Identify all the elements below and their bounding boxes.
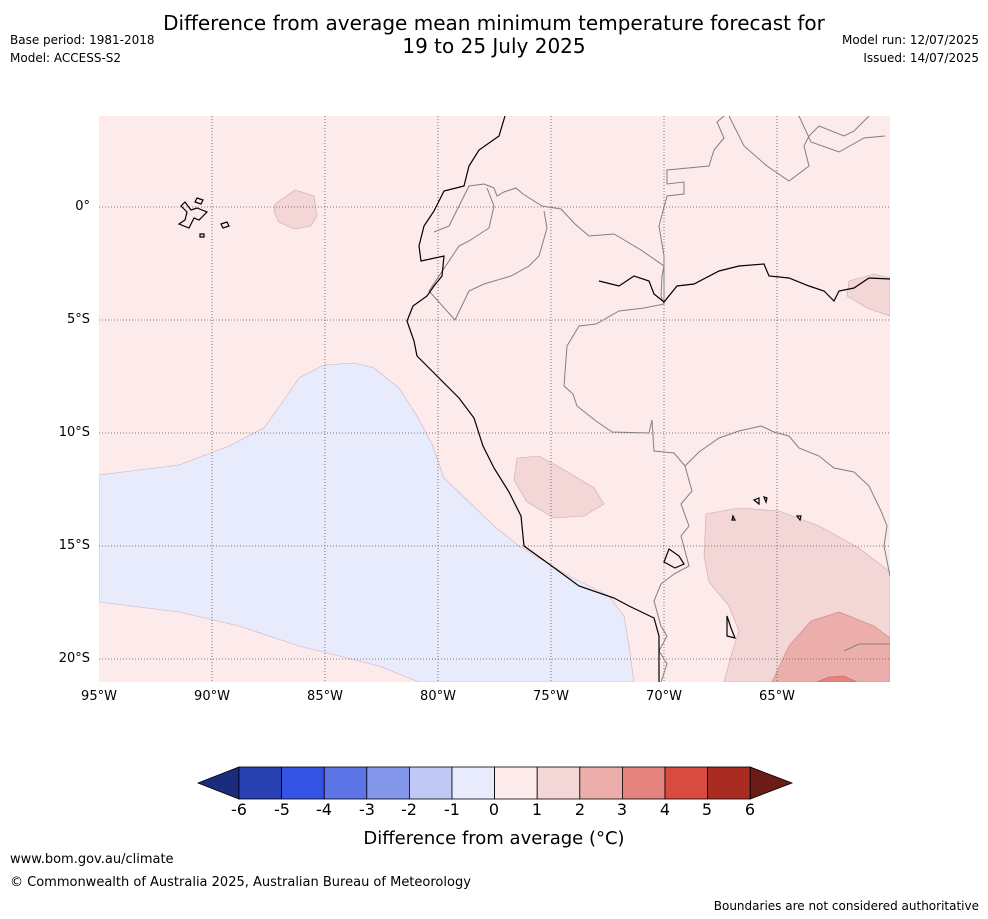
lon-tick-label: 85°W xyxy=(307,689,343,704)
model-name: Model: ACCESS-S2 xyxy=(10,51,122,65)
anomaly-field-1-2-andes xyxy=(513,455,605,519)
colorbar-swatch xyxy=(536,766,581,800)
anomaly-field-3-4 xyxy=(816,675,858,682)
title-line-1: Difference from average mean minimum tem… xyxy=(163,11,825,35)
colorbar-tick-label: 3 xyxy=(616,800,628,819)
anomaly-field-2-3 xyxy=(771,611,890,682)
colorbar-tick-label: 5 xyxy=(701,800,713,819)
lon-tick-label: 70°W xyxy=(646,689,682,704)
colorbar-tick-label: 4 xyxy=(659,800,671,819)
colorbar-tick-label: -6 xyxy=(231,800,247,819)
colorbar-swatch xyxy=(238,766,282,800)
lon-tick-label: 95°W xyxy=(81,689,117,704)
lat-tick-label: 20°S xyxy=(58,651,90,666)
anomaly-map[interactable] xyxy=(99,116,890,682)
title-line-2: 19 to 25 July 2025 xyxy=(402,34,586,58)
colorbar-arrow-low xyxy=(196,766,240,800)
colorbar-label: Difference from average (°C) xyxy=(363,828,625,849)
colorbar-swatch xyxy=(494,766,538,800)
lon-tick-label: 75°W xyxy=(533,689,569,704)
colorbar-swatch xyxy=(281,766,325,800)
website-link[interactable]: www.bom.gov.au/climate xyxy=(10,852,174,867)
copyright-notice: © Commonwealth of Australia 2025, Austra… xyxy=(10,875,471,890)
anomaly-field-1-2-galapagos xyxy=(273,189,318,230)
colorbar-swatch xyxy=(664,766,708,800)
colorbar-swatch xyxy=(707,766,751,800)
colorbar-tick-label: -5 xyxy=(274,800,290,819)
colorbar-swatch xyxy=(408,766,453,800)
lat-tick-label: 5°S xyxy=(66,312,90,327)
country-borders xyxy=(428,116,890,682)
colorbar-swatch xyxy=(579,766,623,800)
colorbar-swatch xyxy=(366,766,410,800)
colorbar-tick-label: 0 xyxy=(488,800,500,819)
colorbar-arrow-high xyxy=(749,766,794,800)
boundaries-disclaimer: Boundaries are not considered authoritat… xyxy=(713,899,979,913)
lon-tick-label: 65°W xyxy=(759,689,795,704)
anomaly-field-1-2-amazon xyxy=(846,273,890,317)
anomaly-field-neg1-0 xyxy=(99,362,635,682)
lat-tick-label: 10°S xyxy=(58,425,90,440)
colorbar-tick-label: -3 xyxy=(359,800,375,819)
colorbar-tick-label: -4 xyxy=(316,800,332,819)
colorbar-tick-label: 6 xyxy=(744,800,756,819)
colorbar-tick-label: 2 xyxy=(574,800,586,819)
lon-tick-label: 80°W xyxy=(420,689,456,704)
colorbar-tick-label: -2 xyxy=(401,800,417,819)
coastline xyxy=(177,116,890,682)
lat-tick-label: 15°S xyxy=(58,538,90,553)
lat-tick-label: 0° xyxy=(75,199,90,214)
map-title: Difference from average mean minimum tem… xyxy=(0,12,988,58)
colorbar-swatch xyxy=(621,766,666,800)
issued-date: Issued: 14/07/2025 xyxy=(863,51,979,65)
colorbar-swatch xyxy=(323,766,368,800)
lon-tick-label: 90°W xyxy=(194,689,230,704)
colorbar-tick-label: 1 xyxy=(531,800,543,819)
gridlines xyxy=(99,116,890,682)
base-period: Base period: 1981-2018 xyxy=(10,33,155,47)
colorbar xyxy=(196,766,794,800)
model-run-date: Model run: 12/07/2025 xyxy=(841,33,979,47)
colorbar-tick-label: -1 xyxy=(444,800,460,819)
colorbar-swatch xyxy=(451,766,495,800)
